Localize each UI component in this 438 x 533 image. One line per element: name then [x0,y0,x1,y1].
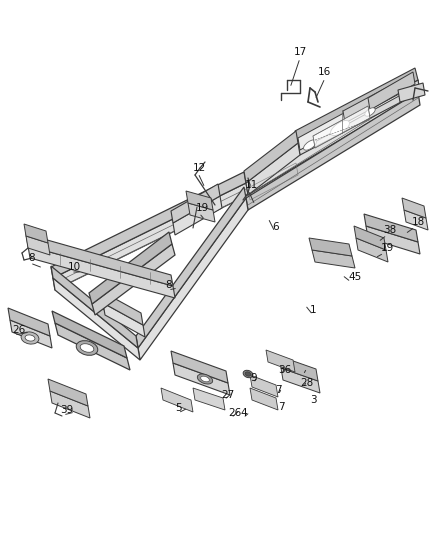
Polygon shape [354,226,386,250]
Polygon shape [26,234,173,286]
Polygon shape [298,78,410,150]
Text: 8: 8 [165,280,172,290]
Text: 3: 3 [310,395,317,405]
Text: 19: 19 [381,243,394,253]
Polygon shape [312,250,355,268]
Text: 7: 7 [275,385,282,395]
Text: 26: 26 [228,408,241,418]
Polygon shape [136,187,246,348]
Polygon shape [364,214,418,242]
Polygon shape [161,388,193,412]
Polygon shape [343,75,412,123]
Text: 39: 39 [60,405,73,415]
Polygon shape [266,350,295,372]
Polygon shape [368,72,415,110]
Text: 16: 16 [318,67,331,77]
Text: 45: 45 [348,272,361,282]
Polygon shape [101,291,143,325]
Polygon shape [313,106,370,148]
Polygon shape [398,83,425,102]
Polygon shape [402,198,426,218]
Polygon shape [24,224,48,243]
Polygon shape [298,80,420,155]
Text: 19: 19 [196,203,209,213]
Polygon shape [52,311,127,358]
Polygon shape [28,246,175,298]
Polygon shape [295,68,418,143]
Ellipse shape [331,120,350,135]
Text: 27: 27 [221,390,234,400]
Text: 4: 4 [240,408,247,418]
Text: 18: 18 [412,217,425,227]
Polygon shape [356,238,388,262]
Polygon shape [53,183,248,290]
Text: 5: 5 [175,403,182,413]
Polygon shape [10,320,52,348]
Polygon shape [50,391,90,418]
Polygon shape [250,375,278,397]
Polygon shape [48,379,88,406]
Ellipse shape [201,376,209,382]
Polygon shape [51,172,246,278]
Ellipse shape [25,335,35,341]
Text: 28: 28 [300,378,313,388]
Polygon shape [246,80,420,195]
Polygon shape [26,236,50,255]
Text: 36: 36 [278,365,291,375]
Text: 12: 12 [193,163,206,173]
Ellipse shape [365,108,375,116]
Ellipse shape [245,372,251,376]
Polygon shape [51,266,138,348]
Ellipse shape [198,374,213,384]
Polygon shape [246,143,300,195]
Ellipse shape [304,140,317,150]
Ellipse shape [80,344,94,352]
Polygon shape [279,356,318,381]
Text: 38: 38 [383,225,396,235]
Polygon shape [173,363,230,395]
Polygon shape [92,244,175,315]
Polygon shape [250,388,278,410]
Polygon shape [173,196,222,235]
Polygon shape [171,184,220,223]
Polygon shape [309,238,352,256]
Text: 11: 11 [245,180,258,190]
Polygon shape [89,232,172,304]
Text: 7: 7 [278,402,285,412]
Polygon shape [138,198,248,360]
Polygon shape [55,323,130,370]
Polygon shape [244,131,298,183]
Polygon shape [53,278,140,360]
Ellipse shape [243,370,253,378]
Text: 26: 26 [12,325,25,335]
Text: 17: 17 [293,47,307,57]
Polygon shape [366,226,420,254]
Polygon shape [193,388,225,410]
Polygon shape [103,303,145,337]
Text: 10: 10 [68,262,81,272]
Text: 6: 6 [272,222,279,232]
Ellipse shape [21,332,39,344]
Text: 9: 9 [250,373,257,383]
Ellipse shape [76,341,98,356]
Polygon shape [186,191,213,210]
Polygon shape [8,308,50,336]
Polygon shape [171,351,228,383]
Polygon shape [404,210,428,230]
Text: 8: 8 [28,253,35,263]
Polygon shape [281,368,320,393]
Polygon shape [188,203,215,222]
Text: 1: 1 [310,305,317,315]
Polygon shape [246,92,420,210]
